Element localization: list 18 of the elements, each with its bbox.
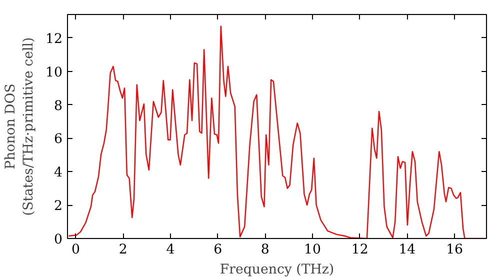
y-tick-label: 6 <box>54 132 63 148</box>
y-tick-label: 8 <box>54 98 63 114</box>
x-tick-label: 8 <box>260 242 270 258</box>
y-tick-label: 4 <box>54 166 63 181</box>
x-tick-label: 12 <box>351 242 368 258</box>
x-tick-label: 10 <box>304 242 321 258</box>
x-tick-label: 2 <box>118 242 128 258</box>
y-axis-title: Phonon DOS (States/THz·primitive cell) <box>4 37 37 216</box>
x-tick-label: 6 <box>214 242 222 258</box>
y-tick-label: 2 <box>54 199 63 214</box>
x-tick-label: 16 <box>446 242 464 258</box>
x-tick-label: 14 <box>398 242 416 258</box>
y-tick-label: 12 <box>46 32 63 47</box>
x-axis-title: Frequency (THz) <box>220 262 334 278</box>
y-tick-label: 10 <box>46 65 63 80</box>
y-tick-label: 0 <box>54 232 63 248</box>
x-tick-label: 4 <box>166 242 175 258</box>
x-tick-label: 0 <box>72 242 80 258</box>
